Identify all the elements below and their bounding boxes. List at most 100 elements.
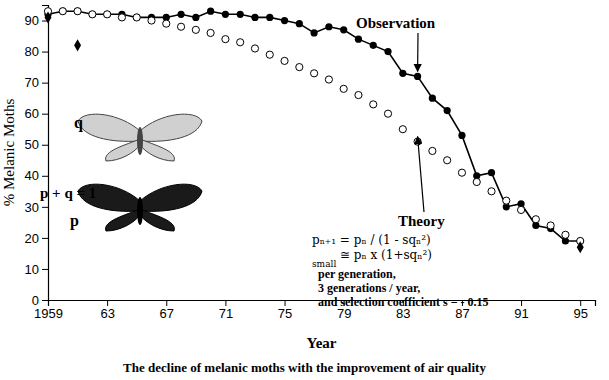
chart: 1959636771757983879195010203040506070809… — [0, 0, 609, 380]
data-point — [177, 23, 184, 30]
y-tick-label: 20 — [25, 231, 39, 246]
data-point — [74, 39, 81, 51]
data-point — [355, 91, 362, 98]
x-axis-title: Year — [307, 335, 337, 351]
data-point — [429, 147, 436, 154]
moth-wing — [78, 114, 140, 141]
data-point — [444, 157, 451, 164]
y-tick-mark — [42, 114, 48, 115]
y-tick-label: 70 — [25, 75, 39, 90]
y-tick: 30 — [25, 200, 48, 215]
plot-area: 1959636771757983879195010203040506070809… — [25, 6, 596, 322]
y-tick-mark — [42, 145, 48, 146]
annotation: ≅ pₙ x (1+sqₙ²) — [340, 248, 432, 262]
data-point — [207, 8, 214, 15]
x-tick-label: 71 — [219, 306, 233, 321]
data-point — [325, 23, 332, 30]
y-tick-label: 80 — [25, 44, 39, 59]
data-point — [488, 188, 495, 195]
data-point — [444, 107, 451, 114]
annotation: Theory — [398, 213, 445, 229]
y-tick-label: 60 — [25, 106, 39, 121]
annotation: p + q = 1 — [40, 185, 96, 201]
series-group — [44, 8, 583, 254]
data-point — [163, 20, 170, 27]
y-tick: 80 — [25, 44, 48, 59]
annotation: Observation — [356, 15, 436, 31]
x-tick: 75 — [278, 300, 292, 321]
data-point — [370, 42, 377, 49]
data-point — [473, 178, 480, 185]
series-line — [48, 11, 580, 241]
annotation-arrow — [417, 33, 419, 71]
data-point — [59, 8, 66, 15]
annotation: 3 generations / year, — [318, 281, 420, 295]
y-tick-mark — [42, 238, 48, 239]
data-point — [237, 11, 244, 18]
x-tick-label: 63 — [100, 306, 114, 321]
data-point — [104, 11, 111, 18]
moth-icon — [78, 184, 202, 231]
data-point — [74, 8, 81, 15]
data-point — [237, 39, 244, 46]
x-tick: 91 — [514, 300, 528, 321]
x-tick-label: 1959 — [34, 306, 63, 321]
x-tick-label: 67 — [160, 306, 174, 321]
data-point — [192, 26, 199, 33]
data-point — [488, 169, 495, 176]
x-tick-mark — [225, 300, 226, 306]
annotation: pₙ₊₁ = pₙ / (1 - sqₙ²) — [312, 233, 431, 247]
x-axis: 1959636771757983879195 — [34, 300, 595, 321]
x-tick-mark — [521, 300, 522, 306]
y-tick-mark — [42, 207, 48, 208]
annotation: q — [74, 114, 83, 132]
data-point — [251, 14, 258, 21]
y-tick: 0 — [32, 293, 48, 308]
data-point — [517, 206, 524, 213]
y-tick-mark — [42, 269, 48, 270]
data-point — [325, 76, 332, 83]
data-point — [311, 29, 318, 36]
y-tick-label: 10 — [25, 262, 39, 277]
data-point — [59, 8, 66, 15]
x-tick-mark — [285, 300, 286, 306]
caption: The decline of melanic moths with the im… — [123, 360, 486, 375]
moth-wing — [140, 139, 174, 161]
data-point — [266, 14, 273, 21]
data-point — [399, 126, 406, 133]
moth-body — [137, 127, 143, 155]
data-point — [133, 14, 140, 21]
annotation: and selection coefficient s = - 0.15 — [318, 295, 488, 309]
y-axis: 0 10 20 30 40 50 60 70 80 90 — [25, 6, 49, 308]
annotation: per generation, — [318, 267, 396, 281]
data-point — [399, 70, 406, 77]
y-tick-mark — [42, 83, 48, 84]
data-point — [89, 11, 96, 18]
y-tick: 20 — [25, 231, 48, 246]
y-tick: 90 — [25, 13, 48, 28]
data-point — [503, 197, 510, 204]
moth-icon — [78, 114, 202, 161]
data-point — [296, 20, 303, 27]
y-tick: 50 — [25, 137, 48, 152]
y-tick-label: 40 — [25, 168, 39, 183]
moth-wing — [106, 139, 140, 161]
data-point — [577, 241, 584, 253]
data-point — [384, 48, 391, 55]
x-tick-label: 95 — [573, 306, 587, 321]
y-tick: 70 — [25, 75, 48, 90]
moth-wing — [140, 209, 174, 231]
moth-body — [137, 197, 143, 225]
y-tick-label: 30 — [25, 200, 39, 215]
data-point — [355, 36, 362, 43]
data-point — [89, 11, 96, 18]
x-tick-mark — [580, 300, 581, 306]
annotation-arrow — [418, 137, 424, 212]
data-point — [311, 70, 318, 77]
x-tick-label: 75 — [278, 306, 292, 321]
data-point — [340, 26, 347, 33]
data-point — [192, 14, 199, 21]
x-tick: 67 — [160, 300, 174, 321]
x-tick: 63 — [100, 300, 114, 321]
data-point — [266, 51, 273, 58]
